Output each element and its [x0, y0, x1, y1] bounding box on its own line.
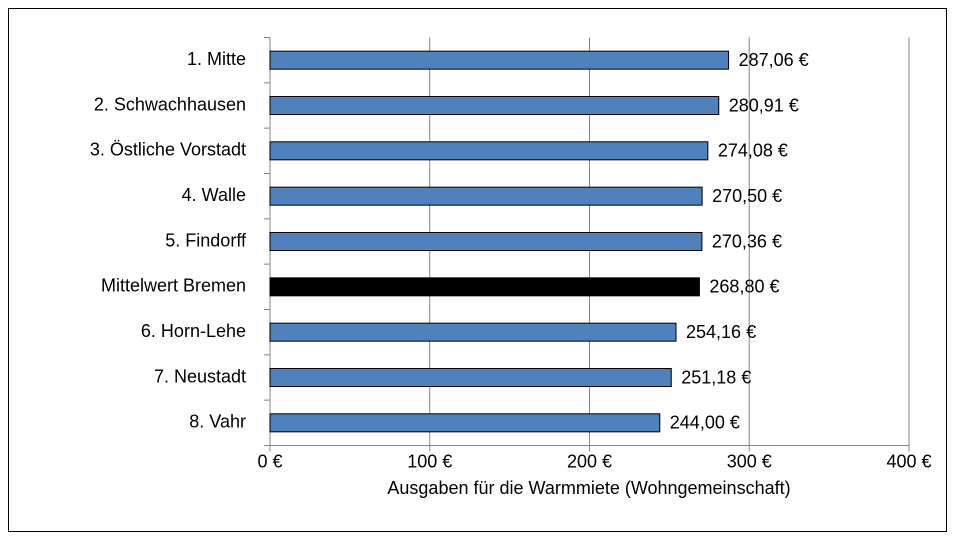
bar [269, 413, 661, 433]
y-tick-label: 6. Horn-Lehe [141, 321, 246, 341]
value-label: 254,16 € [686, 322, 756, 342]
y-tick-label: 1. Mitte [187, 49, 246, 69]
y-tick-label: Mittelwert Bremen [101, 276, 246, 296]
y-tick-label: 5. Findorff [165, 230, 247, 250]
x-tick-label: 400 € [886, 451, 931, 471]
y-tick-label: 7. Neustadt [154, 366, 246, 386]
value-label: 268,80 € [709, 277, 779, 297]
y-tick-label: 4. Walle [182, 185, 246, 205]
bar [269, 368, 672, 387]
y-tick-label: 2. Schwachhausen [94, 94, 246, 114]
value-label: 270,50 € [712, 186, 782, 206]
x-axis-title: Ausgaben für die Warmmiete (Wohngemeinsc… [387, 478, 790, 498]
value-label: 280,91 € [729, 95, 799, 115]
y-tick-label: 3. Östliche Vorstadt [90, 140, 246, 160]
bar [269, 141, 709, 161]
y-tick-label: 8. Vahr [189, 412, 246, 432]
bar [269, 232, 703, 251]
value-label: 287,06 € [739, 50, 809, 70]
bar [269, 322, 677, 342]
x-tick-label: 200 € [567, 451, 612, 471]
bar [269, 186, 703, 206]
bar [269, 96, 720, 115]
value-label: 274,08 € [718, 141, 788, 161]
chart-frame [8, 8, 947, 532]
x-tick-label: 300 € [727, 451, 772, 471]
value-label: 270,36 € [712, 231, 782, 251]
x-tick-label: 100 € [407, 451, 452, 471]
value-label: 251,18 € [681, 367, 751, 387]
bar [269, 277, 700, 297]
x-tick-label: 0 € [257, 451, 282, 471]
bar [269, 50, 730, 70]
value-label: 244,00 € [670, 413, 740, 433]
